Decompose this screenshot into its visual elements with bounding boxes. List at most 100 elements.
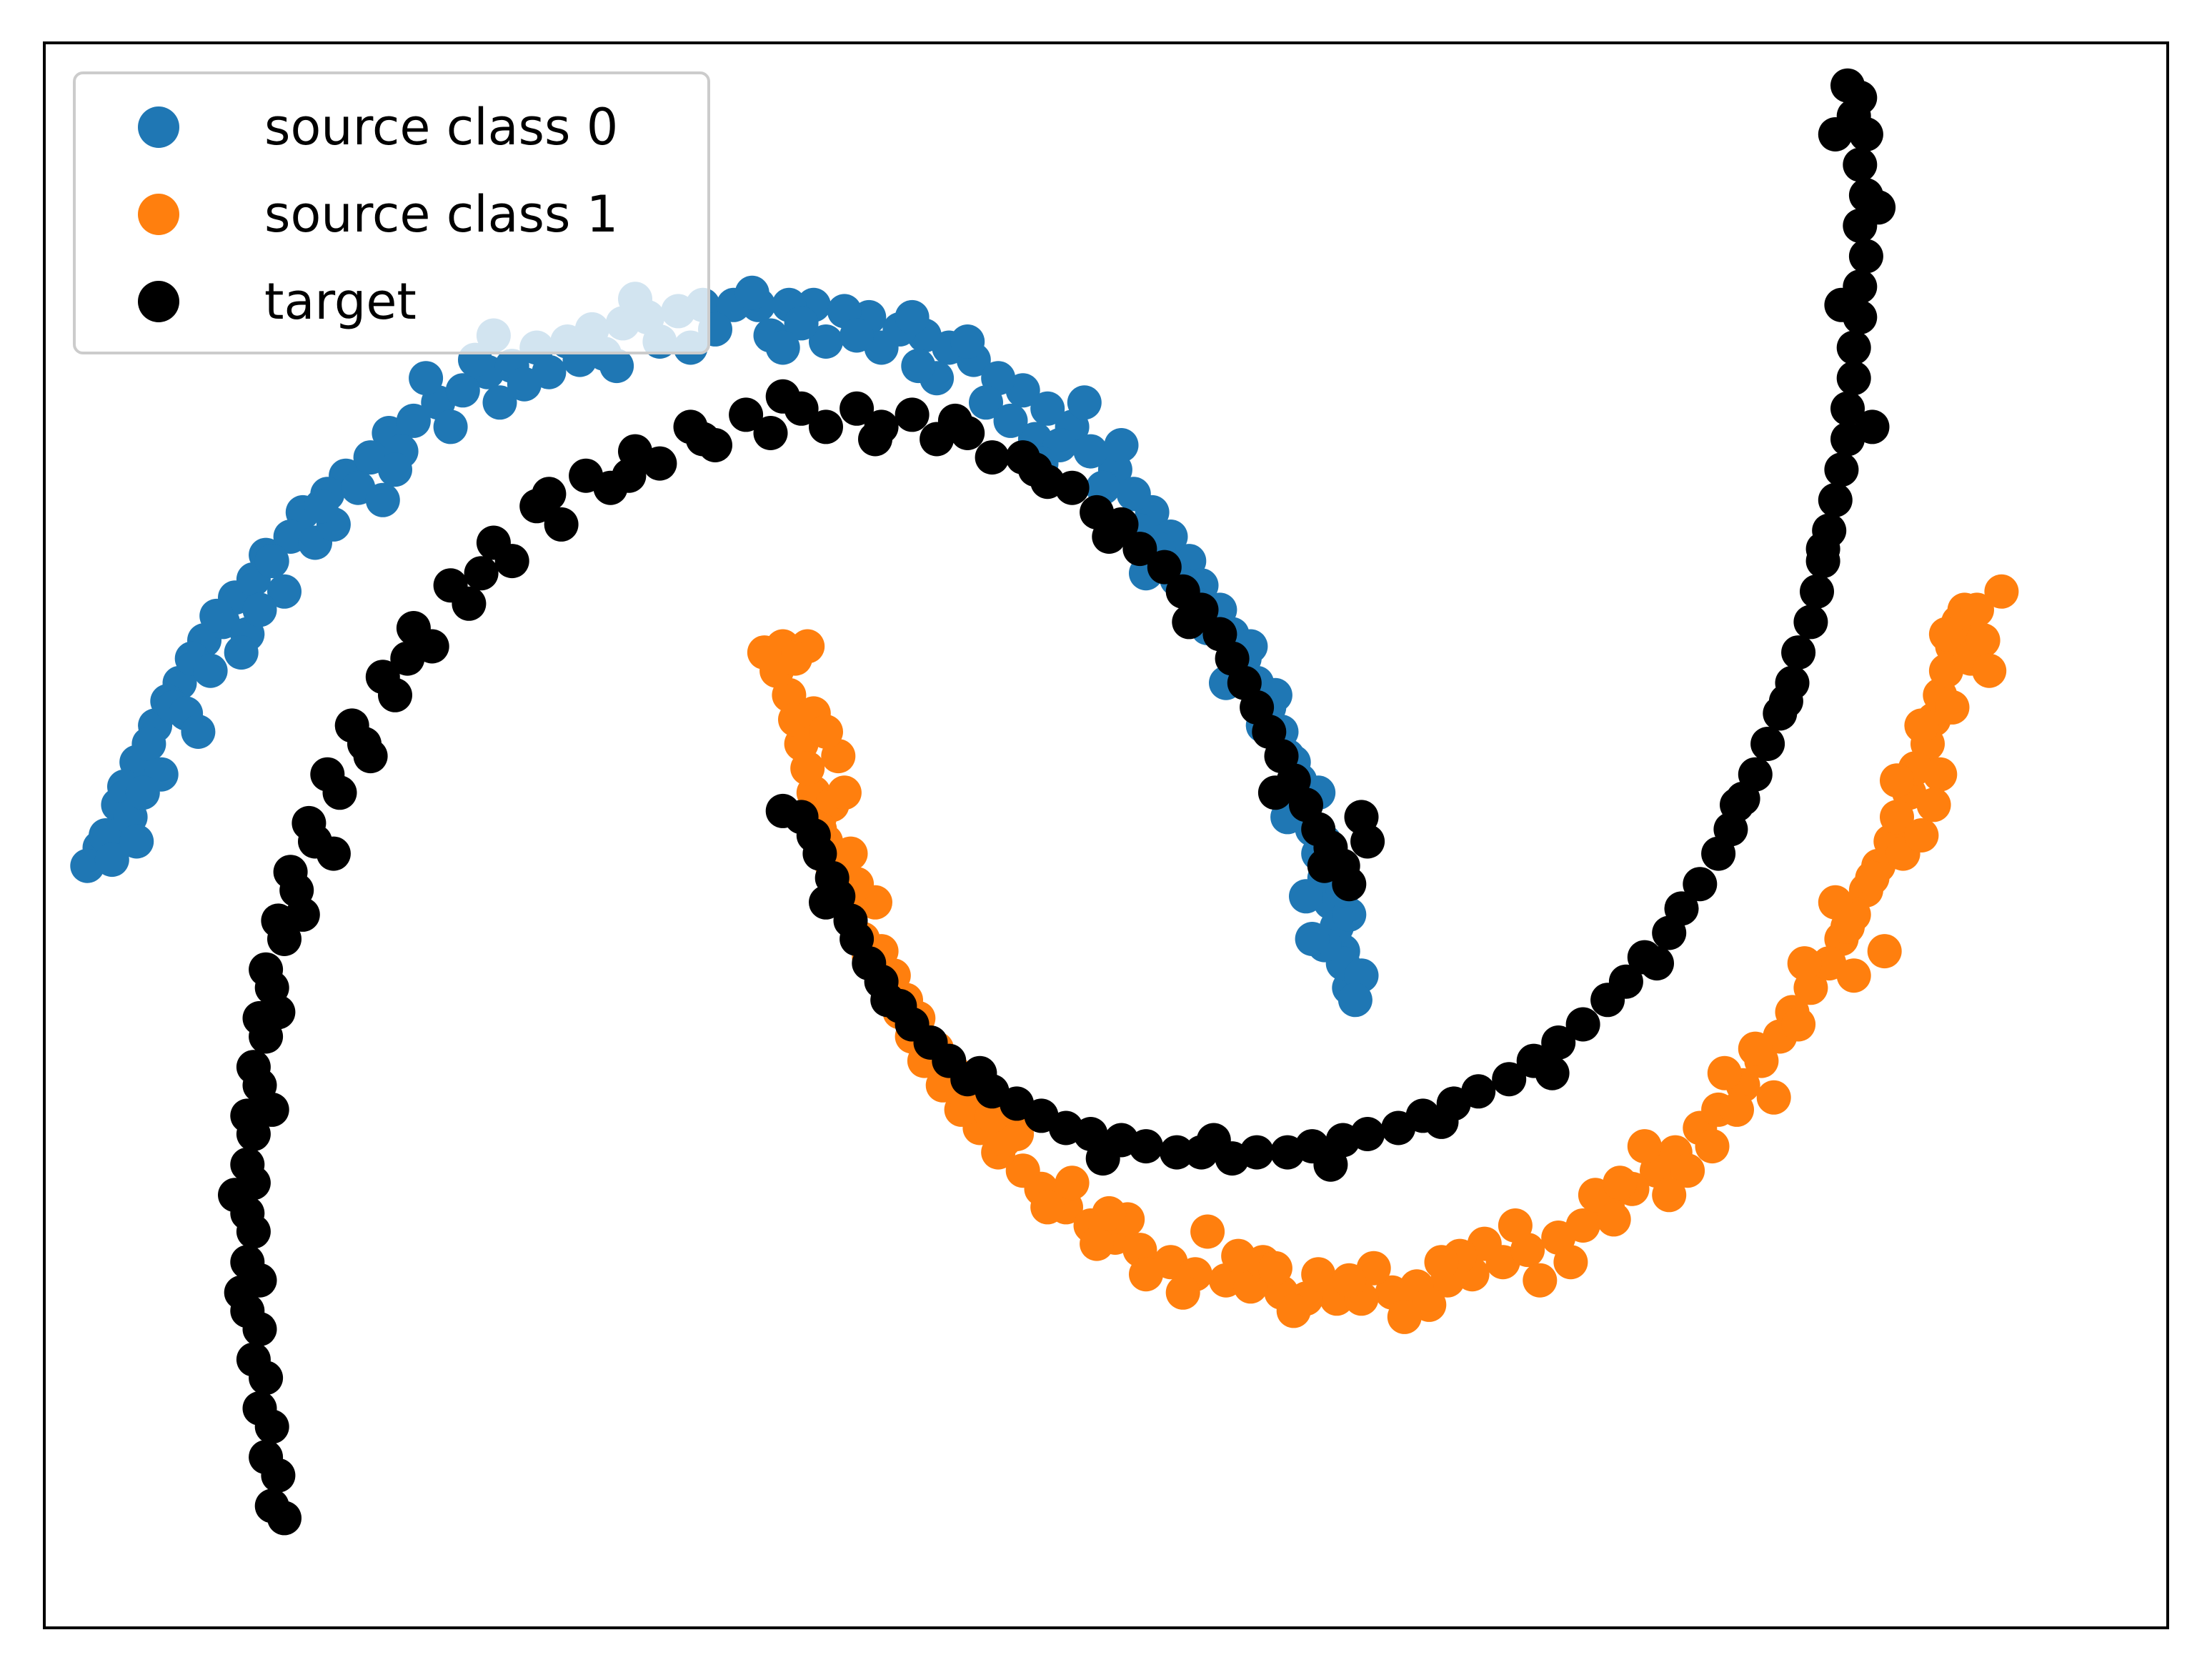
point-source-class-0-92 xyxy=(969,385,1003,420)
point-source-class-0-121 xyxy=(784,306,819,341)
point-source-class-1-125 xyxy=(1603,1165,1638,1201)
point-target-33 xyxy=(1147,550,1182,585)
point-target-73 xyxy=(1202,617,1237,652)
legend-label-source-class-0: source class 0 xyxy=(264,98,618,156)
point-target-157 xyxy=(316,836,351,871)
point-target-51 xyxy=(267,922,302,956)
point-target-169 xyxy=(1172,605,1207,640)
point-source-class-0-136 xyxy=(119,824,154,859)
point-target-159 xyxy=(390,641,425,676)
point-source-class-1-144 xyxy=(1596,1202,1631,1237)
point-source-class-0-58 xyxy=(1030,391,1065,426)
point-target-27 xyxy=(840,391,875,426)
point-source-class-1-114 xyxy=(1000,1117,1035,1151)
point-target-151 xyxy=(267,1501,302,1536)
point-source-class-0-140 xyxy=(378,452,412,487)
point-source-class-1-66 xyxy=(1880,800,1914,835)
point-target-71 xyxy=(1122,532,1157,567)
point-target-130 xyxy=(1381,1110,1416,1145)
point-source-class-0-103 xyxy=(1289,879,1323,914)
point-target-133 xyxy=(1541,1025,1576,1060)
point-source-class-1-84 xyxy=(1129,1257,1163,1292)
point-target-185 xyxy=(1768,684,1803,719)
point-target-28 xyxy=(895,397,930,432)
point-source-class-1-93 xyxy=(1627,1129,1662,1164)
point-target-166 xyxy=(937,403,972,438)
point-target-72 xyxy=(1165,574,1200,609)
point-target-177 xyxy=(962,1055,997,1090)
point-source-class-0-134 xyxy=(1295,922,1330,956)
point-target-188 xyxy=(1824,287,1859,322)
point-target-174 xyxy=(765,793,800,828)
point-source-class-0-108 xyxy=(125,775,160,810)
point-source-class-1-98 xyxy=(1836,958,1871,993)
point-target-124 xyxy=(1049,1110,1083,1145)
point-source-class-0-122 xyxy=(840,318,875,353)
point-target-121 xyxy=(913,1025,948,1060)
point-target-149 xyxy=(1848,117,1883,151)
point-source-class-1-136 xyxy=(1960,592,1994,627)
point-target-47 xyxy=(236,1117,271,1151)
point-target-58 xyxy=(452,586,487,621)
point-source-class-1-87 xyxy=(1301,1257,1336,1292)
point-target-163 xyxy=(685,422,720,457)
point-source-class-0-81 xyxy=(409,361,444,396)
point-source-class-1-85 xyxy=(1190,1214,1225,1249)
point-source-class-1-108 xyxy=(809,715,843,749)
point-source-class-0-89 xyxy=(809,324,843,359)
point-target-40 xyxy=(261,1458,296,1493)
point-target-110 xyxy=(1836,330,1871,365)
point-source-class-1-91 xyxy=(1523,1263,1558,1298)
point-source-class-0-123 xyxy=(895,299,930,334)
point-source-class-1-135 xyxy=(1972,653,2007,688)
point-source-class-0-38 xyxy=(131,727,166,761)
point-source-class-1-132 xyxy=(1880,763,1914,798)
point-source-class-1-146 xyxy=(1830,910,1865,944)
point-source-class-1-38 xyxy=(790,751,825,786)
legend-label-target: target xyxy=(264,272,417,331)
point-target-64 xyxy=(753,416,788,450)
point-source-class-0-144 xyxy=(901,349,936,384)
point-source-class-1-96 xyxy=(1756,1080,1791,1115)
point-source-class-1-94 xyxy=(1670,1153,1705,1188)
point-target-158 xyxy=(353,739,388,774)
point-source-class-1-57 xyxy=(1565,1208,1600,1243)
point-target-123 xyxy=(1000,1086,1035,1121)
point-target-175 xyxy=(809,885,843,920)
point-source-class-1-118 xyxy=(1221,1238,1256,1273)
point-target-126 xyxy=(1160,1135,1195,1170)
point-source-class-0-142 xyxy=(599,349,634,384)
point-target-176 xyxy=(870,983,905,1018)
point-target-113 xyxy=(1843,147,1878,182)
point-source-class-0-137 xyxy=(181,715,216,749)
point-target-75 xyxy=(1252,715,1287,749)
point-source-class-1-138 xyxy=(827,775,862,810)
point-source-class-1-124 xyxy=(1553,1245,1588,1280)
point-source-class-1-97 xyxy=(1781,1007,1816,1042)
point-source-class-0-112 xyxy=(267,574,302,609)
point-source-class-1-133 xyxy=(1904,708,1939,743)
point-source-class-1-105 xyxy=(1966,623,2001,657)
point-target-134 xyxy=(1590,983,1625,1018)
point-source-class-1-127 xyxy=(1695,1129,1730,1164)
point-source-class-1-82 xyxy=(1030,1190,1065,1225)
point-target-98 xyxy=(1565,1007,1600,1042)
point-target-74 xyxy=(1227,665,1262,700)
point-target-189 xyxy=(1861,190,1896,225)
point-target-182 xyxy=(1535,1055,1570,1090)
point-target-164 xyxy=(765,379,800,414)
point-target-156 xyxy=(285,897,320,932)
point-source-class-0-114 xyxy=(365,482,400,517)
point-target-68 xyxy=(975,440,1010,475)
point-source-class-1-75 xyxy=(833,836,868,871)
point-target-43 xyxy=(242,1312,277,1346)
point-source-class-1-121 xyxy=(1387,1299,1422,1334)
point-source-class-0-77 xyxy=(254,544,289,579)
point-target-180 xyxy=(1313,1147,1348,1182)
legend: source class 0 source class 1 target xyxy=(73,71,710,354)
point-target-137 xyxy=(1701,836,1736,871)
legend-marker-source-class-0 xyxy=(138,106,179,148)
point-target-162 xyxy=(612,458,647,493)
point-source-class-0-125 xyxy=(993,403,1028,438)
legend-label-source-class-1: source class 1 xyxy=(264,185,618,244)
